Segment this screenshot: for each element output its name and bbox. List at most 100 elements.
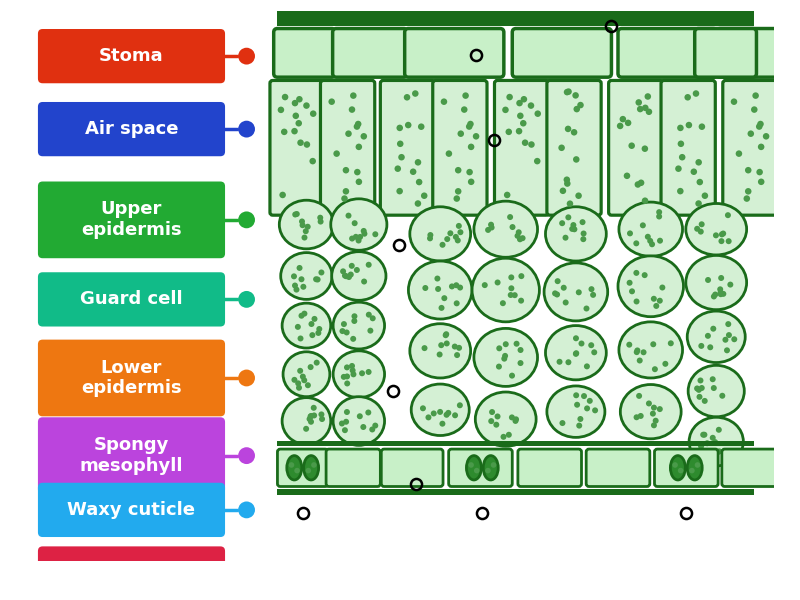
Circle shape — [344, 373, 350, 379]
Circle shape — [588, 342, 594, 348]
Circle shape — [366, 410, 371, 415]
Circle shape — [508, 286, 514, 292]
Circle shape — [494, 413, 501, 419]
FancyBboxPatch shape — [380, 80, 434, 215]
Ellipse shape — [670, 455, 686, 480]
Text: Guard cell: Guard cell — [80, 290, 183, 308]
Circle shape — [416, 179, 422, 185]
Ellipse shape — [619, 202, 682, 256]
Ellipse shape — [411, 384, 470, 436]
Circle shape — [315, 330, 322, 336]
Circle shape — [651, 404, 657, 410]
Circle shape — [496, 346, 502, 352]
Circle shape — [634, 241, 639, 247]
Circle shape — [466, 123, 473, 130]
Circle shape — [458, 130, 464, 137]
Circle shape — [316, 326, 322, 332]
Circle shape — [514, 341, 519, 347]
Circle shape — [302, 235, 307, 241]
Circle shape — [454, 301, 460, 307]
Ellipse shape — [619, 322, 682, 378]
FancyBboxPatch shape — [382, 449, 443, 487]
Circle shape — [698, 443, 704, 449]
Ellipse shape — [330, 199, 387, 250]
Circle shape — [340, 268, 346, 274]
Circle shape — [656, 209, 662, 215]
Circle shape — [564, 89, 570, 95]
Circle shape — [361, 228, 366, 234]
Circle shape — [726, 332, 732, 338]
Circle shape — [496, 364, 502, 370]
Circle shape — [238, 447, 255, 464]
Circle shape — [303, 103, 310, 109]
Circle shape — [354, 169, 361, 175]
Circle shape — [454, 352, 460, 358]
Circle shape — [342, 188, 349, 194]
Circle shape — [294, 287, 299, 293]
Circle shape — [516, 229, 522, 235]
Circle shape — [372, 231, 378, 237]
Circle shape — [238, 121, 255, 137]
Circle shape — [346, 212, 351, 218]
Circle shape — [634, 349, 640, 355]
Ellipse shape — [686, 203, 746, 255]
Circle shape — [354, 123, 360, 130]
Circle shape — [637, 358, 642, 364]
Circle shape — [645, 93, 651, 100]
Circle shape — [710, 376, 716, 382]
Circle shape — [720, 291, 726, 297]
Circle shape — [517, 236, 523, 242]
Circle shape — [698, 385, 705, 391]
Circle shape — [349, 106, 355, 113]
Circle shape — [690, 169, 697, 175]
Circle shape — [711, 293, 717, 299]
Circle shape — [458, 229, 463, 235]
Circle shape — [562, 299, 569, 305]
Circle shape — [502, 353, 508, 359]
Circle shape — [718, 290, 723, 296]
Circle shape — [552, 290, 558, 296]
Circle shape — [314, 277, 321, 283]
Circle shape — [362, 231, 367, 237]
Circle shape — [707, 344, 714, 350]
FancyBboxPatch shape — [722, 80, 777, 215]
Circle shape — [366, 262, 372, 268]
FancyBboxPatch shape — [38, 417, 225, 494]
Circle shape — [303, 426, 309, 432]
Circle shape — [634, 414, 639, 420]
Ellipse shape — [686, 256, 746, 310]
Circle shape — [430, 410, 437, 416]
Circle shape — [629, 289, 635, 295]
Circle shape — [454, 238, 461, 244]
Circle shape — [520, 120, 526, 127]
Circle shape — [352, 220, 358, 226]
Circle shape — [306, 416, 313, 422]
FancyBboxPatch shape — [494, 80, 549, 215]
Circle shape — [299, 222, 306, 228]
Circle shape — [468, 462, 474, 468]
Circle shape — [698, 229, 704, 235]
Circle shape — [339, 328, 346, 334]
Circle shape — [521, 96, 527, 103]
Circle shape — [726, 321, 731, 327]
Circle shape — [350, 336, 356, 342]
Circle shape — [657, 238, 663, 244]
Ellipse shape — [410, 207, 470, 261]
Circle shape — [342, 195, 348, 202]
Bar — [277, 11, 754, 533]
Circle shape — [727, 281, 734, 287]
Circle shape — [457, 402, 463, 408]
Circle shape — [298, 139, 304, 146]
Circle shape — [418, 124, 425, 130]
Ellipse shape — [279, 200, 334, 249]
Circle shape — [454, 282, 459, 288]
Circle shape — [346, 274, 352, 280]
Circle shape — [318, 215, 323, 221]
Circle shape — [702, 432, 707, 438]
FancyBboxPatch shape — [38, 340, 225, 416]
Circle shape — [647, 238, 654, 244]
Circle shape — [444, 236, 450, 242]
Circle shape — [344, 329, 350, 335]
Circle shape — [576, 289, 582, 295]
Circle shape — [329, 98, 335, 105]
